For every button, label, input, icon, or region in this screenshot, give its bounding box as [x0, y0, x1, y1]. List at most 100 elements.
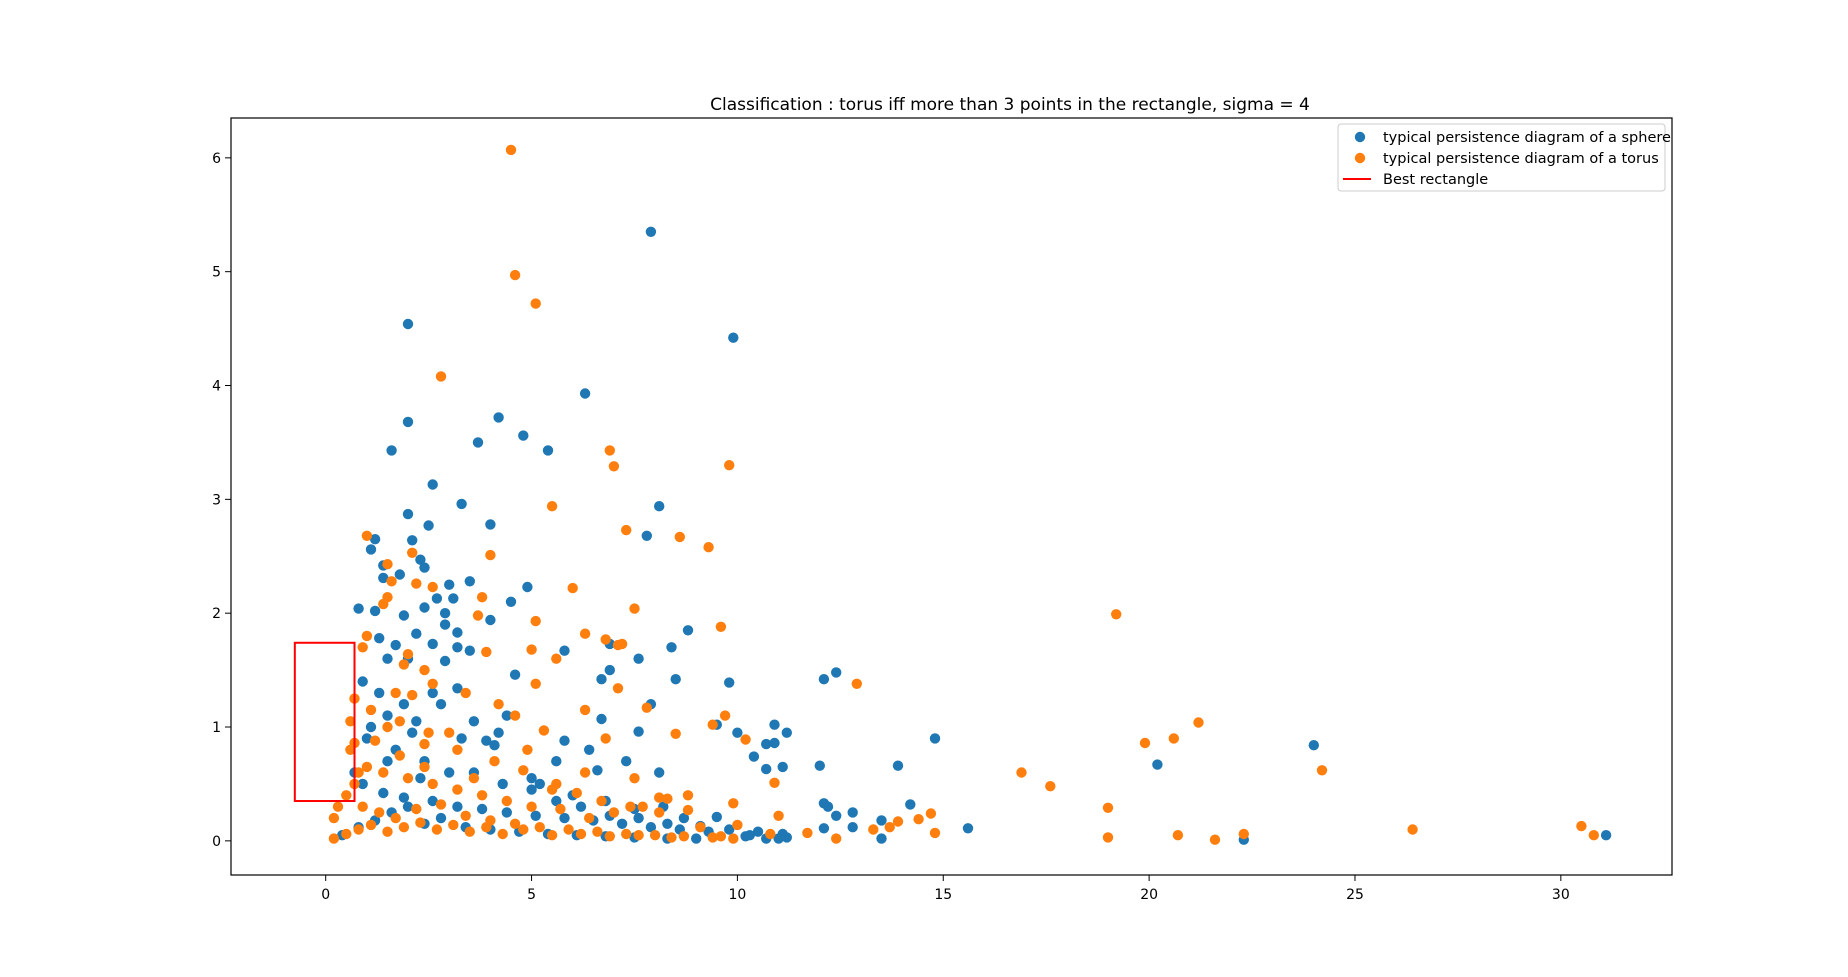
data-point [472, 610, 484, 621]
data-point [654, 767, 665, 778]
data-point [728, 332, 739, 343]
data-point [394, 569, 405, 580]
data-point [361, 630, 373, 642]
data-point [522, 581, 533, 593]
data-point [724, 824, 735, 835]
data-point [530, 810, 541, 821]
plot-frame [230, 117, 1673, 876]
data-point [353, 767, 364, 778]
data-point [526, 784, 537, 795]
data-point [596, 674, 607, 685]
data-point [394, 750, 405, 761]
data-point [1111, 609, 1122, 620]
data-point [423, 727, 434, 738]
data-point [439, 619, 451, 630]
data-point [419, 738, 430, 750]
data-point [851, 678, 862, 689]
data-point [353, 603, 364, 614]
y-tick-label: 5 [212, 265, 221, 281]
legend-marker-sphere [1354, 131, 1366, 143]
data-point [398, 792, 410, 803]
data-point [501, 807, 512, 818]
data-point [452, 801, 463, 812]
data-point [419, 562, 430, 573]
data-point [1600, 830, 1612, 841]
data-point [415, 773, 426, 784]
data-point [670, 728, 681, 739]
data-point [476, 592, 488, 603]
data-point [633, 726, 644, 737]
data-point [419, 761, 430, 773]
x-axis: 0 5 10 15 20 25 30 [321, 875, 1570, 903]
data-point [654, 807, 665, 818]
data-point [822, 801, 834, 812]
data-point [678, 812, 690, 824]
data-point [616, 638, 628, 650]
data-point [353, 824, 364, 835]
data-point [1102, 802, 1114, 813]
legend-marker-torus [1354, 152, 1366, 164]
data-point [493, 412, 504, 423]
data-point [592, 765, 603, 776]
data-point [691, 833, 702, 844]
x-tick-label: 25 [1346, 887, 1364, 903]
data-point [625, 801, 636, 812]
data-point [526, 644, 537, 655]
data-point [378, 598, 389, 610]
data-point [361, 761, 373, 773]
data-point [493, 699, 504, 710]
data-point [402, 508, 414, 520]
data-point [518, 430, 529, 441]
data-point [427, 687, 438, 699]
data-point [905, 799, 916, 810]
data-point [707, 719, 718, 730]
data-point [407, 727, 418, 738]
data-point [435, 371, 447, 382]
data-point [345, 716, 356, 727]
data-point [382, 756, 393, 767]
data-point [485, 614, 496, 626]
data-point [509, 818, 521, 829]
data-point [365, 721, 377, 733]
data-point [884, 822, 895, 833]
data-point [382, 653, 393, 664]
data-point [439, 608, 451, 619]
data-point [600, 733, 611, 744]
data-point [518, 824, 529, 835]
data-point [682, 790, 694, 801]
data-point [378, 572, 389, 584]
data-point [505, 596, 517, 607]
data-point [468, 716, 480, 727]
data-point [781, 727, 792, 738]
data-point [633, 812, 644, 824]
data-point [584, 812, 595, 824]
data-point [419, 602, 430, 613]
data-point [485, 549, 496, 561]
data-point [596, 795, 607, 807]
data-point [542, 445, 554, 456]
y-tick-label: 6 [212, 151, 221, 167]
data-point [608, 807, 620, 818]
data-point [703, 542, 714, 553]
data-point [744, 830, 755, 841]
data-point [740, 734, 751, 745]
data-point [481, 822, 492, 833]
data-point [411, 716, 422, 727]
data-point [719, 710, 731, 721]
x-tick-label: 10 [728, 887, 746, 903]
data-point [497, 828, 508, 840]
data-point [402, 801, 414, 812]
data-point [522, 744, 533, 755]
data-point [654, 501, 665, 512]
data-point [530, 678, 541, 689]
data-point [892, 760, 904, 771]
data-point [666, 642, 677, 653]
data-point [369, 605, 381, 617]
data-point [415, 554, 426, 565]
data-point [407, 547, 418, 558]
data-point [435, 812, 447, 824]
x-tick-label: 30 [1552, 887, 1570, 903]
data-point [365, 544, 377, 555]
data-point [629, 773, 640, 784]
